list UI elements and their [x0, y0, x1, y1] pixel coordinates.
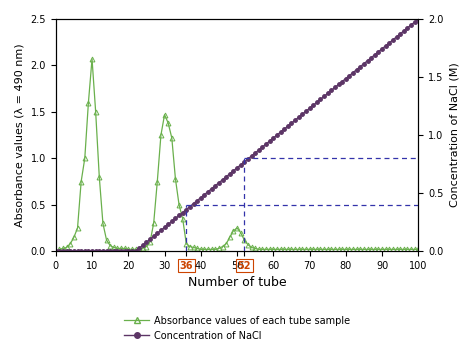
Concentration of NaCl [416, 17, 421, 21]
Line: Absorbance values of each tube sample: Absorbance values of each tube sample [57, 56, 421, 252]
Legend: Absorbance values of each tube sample, Concentration of NaCl: Absorbance values of each tube sample, C… [120, 312, 354, 345]
Absorbance values of each tube sample [401, 247, 407, 252]
Y-axis label: Concentration of NaCl (M): Concentration of NaCl (M) [449, 63, 459, 208]
Concentration of NaCl [144, 240, 149, 244]
Y-axis label: Absorbance values (λ = 490 nm): Absorbance values (λ = 490 nm) [15, 43, 25, 227]
Absorbance values of each tube sample [274, 247, 280, 252]
Line: Concentration of NaCl: Concentration of NaCl [54, 17, 420, 253]
Absorbance values of each tube sample [56, 247, 62, 252]
Absorbance values of each tube sample [89, 57, 95, 61]
Concentration of NaCl [78, 249, 84, 253]
Concentration of NaCl [325, 91, 330, 95]
X-axis label: Number of tube: Number of tube [188, 276, 286, 290]
Absorbance values of each tube sample [416, 247, 421, 252]
Absorbance values of each tube sample [245, 243, 251, 247]
Absorbance values of each tube sample [129, 247, 135, 252]
Absorbance values of each tube sample [390, 247, 396, 252]
Concentration of NaCl [271, 136, 276, 140]
Absorbance values of each tube sample [144, 245, 149, 249]
Concentration of NaCl [53, 249, 59, 253]
Concentration of NaCl [307, 106, 312, 110]
Concentration of NaCl [220, 178, 226, 182]
